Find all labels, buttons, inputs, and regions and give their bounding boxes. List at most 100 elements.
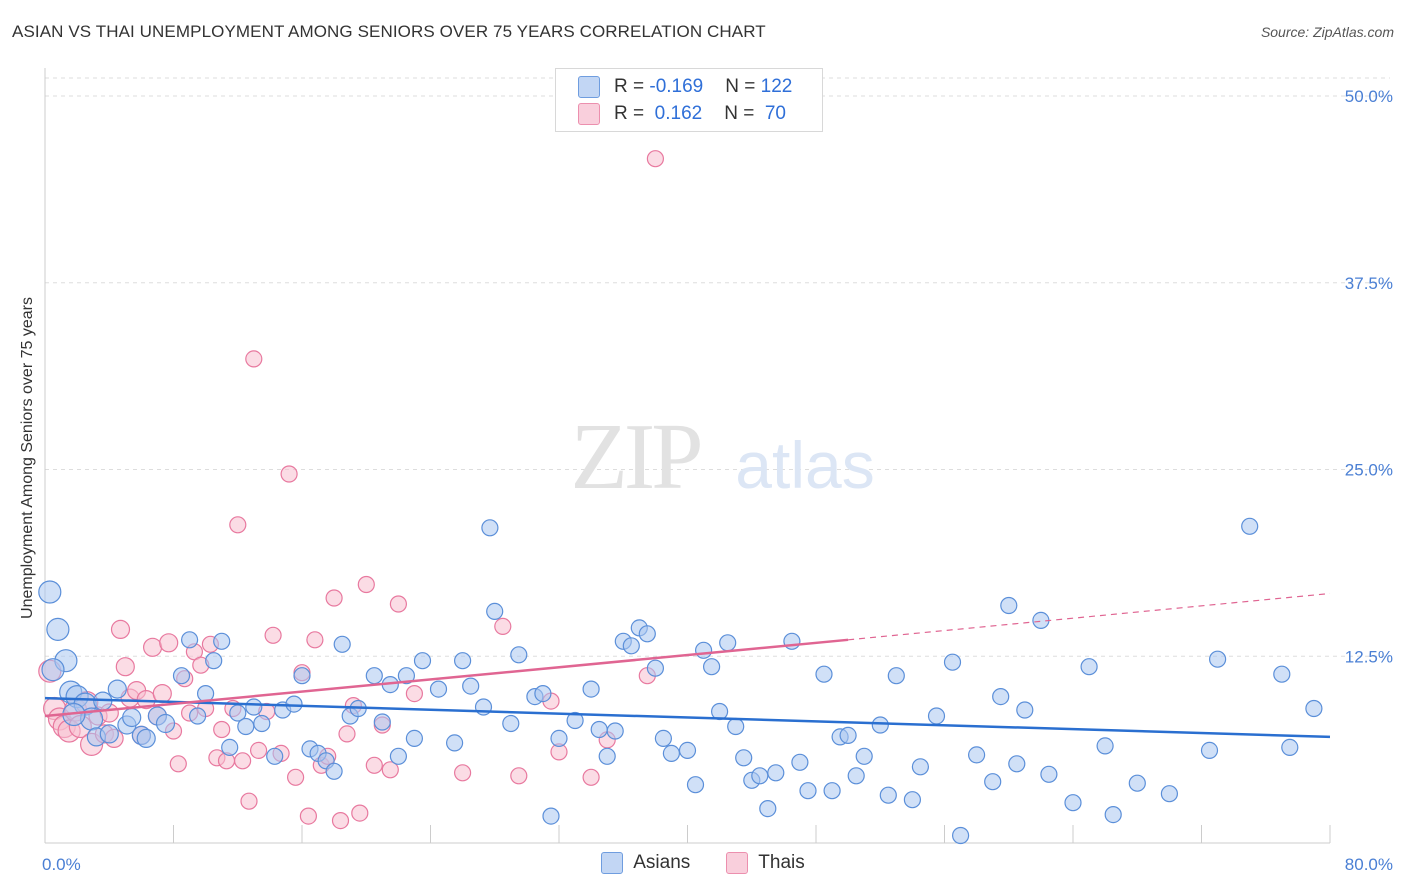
asian-point-52 — [502, 714, 520, 733]
asian-point-88 — [839, 726, 857, 745]
thais-r-label: R = — [614, 103, 650, 124]
asians-n-label: N = — [725, 76, 761, 97]
thai-point-69 — [646, 150, 665, 168]
thai-point-63 — [510, 767, 528, 785]
asians-n-value: 122 — [760, 76, 793, 97]
asian-point-34 — [325, 762, 343, 780]
correlation-legend: R = -0.169 N = 122 R = 0.162 N = 70 — [555, 68, 823, 132]
thai-point-13 — [110, 619, 131, 640]
asian-point-117 — [1305, 699, 1323, 718]
asian-point-93 — [887, 667, 905, 685]
thai-point-51 — [331, 811, 350, 830]
asian-point-39 — [373, 713, 391, 731]
asian-point-116 — [1273, 665, 1291, 683]
thais-n-value: 70 — [759, 103, 786, 124]
asian-series — [38, 517, 1323, 845]
asian-point-83 — [791, 753, 809, 771]
thai-point-19 — [143, 637, 163, 657]
asian-point-75 — [719, 634, 737, 652]
asian-point-107 — [1064, 794, 1082, 812]
asians-legend-swatch — [601, 852, 624, 874]
y-tick-label-2: 25.0% — [1345, 461, 1393, 480]
legend-item-asians[interactable]: Asians — [601, 852, 690, 874]
thais-legend-swatch — [726, 852, 749, 874]
asian-point-97 — [943, 653, 962, 671]
thai-point-61 — [454, 764, 472, 782]
thai-point-36 — [234, 752, 252, 770]
legend-item-thais[interactable]: Thais — [726, 852, 805, 874]
asian-point-77 — [735, 749, 753, 767]
thai-point-66 — [582, 768, 600, 786]
y-tick-label-1: 37.5% — [1345, 274, 1393, 293]
thai-point-59 — [389, 595, 407, 613]
asian-point-70 — [678, 741, 697, 760]
asian-point-56 — [542, 807, 560, 825]
asian-point-119 — [41, 658, 65, 682]
thai-point-14 — [115, 657, 135, 677]
asians-r-value: -0.169 — [649, 76, 704, 97]
x-tick-label-min: 0.0% — [42, 855, 81, 874]
asian-point-95 — [911, 758, 930, 776]
thai-point-60 — [405, 684, 423, 703]
asian-point-90 — [855, 747, 873, 765]
asian-point-35 — [333, 635, 351, 653]
asian-point-64 — [622, 637, 640, 655]
thais-trend-line — [44, 638, 849, 718]
thai-point-37 — [240, 792, 258, 810]
thai-point-56 — [365, 756, 383, 774]
asian-point-86 — [823, 782, 841, 800]
asians-swatch — [578, 76, 600, 98]
asian-point-79 — [751, 767, 769, 785]
asian-point-45 — [429, 680, 448, 698]
legend-row-asians: R = -0.169 N = 122 — [578, 74, 792, 100]
asian-point-59 — [582, 680, 600, 698]
asian-point-72 — [694, 641, 713, 659]
thai-point-62 — [494, 617, 512, 636]
asian-point-71 — [686, 776, 705, 794]
trend-lines — [44, 592, 1331, 739]
thais-legend-label: Thais — [758, 852, 805, 873]
asian-point-58 — [566, 711, 584, 730]
asian-point-41 — [389, 747, 407, 765]
asian-point-85 — [815, 665, 833, 683]
asian-point-112 — [1160, 785, 1179, 803]
thai-point-39 — [250, 741, 268, 760]
thai-point-43 — [280, 465, 298, 483]
thai-point-21 — [152, 683, 172, 704]
asian-point-46 — [446, 734, 464, 752]
asian-point-104 — [1016, 701, 1034, 719]
asian-point-15 — [155, 713, 176, 734]
thai-point-41 — [264, 626, 282, 644]
asian-point-20 — [205, 652, 223, 670]
source-credit: Source: ZipAtlas.com — [1260, 24, 1394, 40]
asian-point-0 — [38, 580, 62, 604]
thai-point-50 — [325, 589, 343, 607]
asians-legend-label: Asians — [633, 852, 691, 873]
asian-point-1 — [46, 617, 70, 642]
asian-point-44 — [413, 652, 432, 670]
asian-point-8 — [99, 724, 119, 744]
asian-point-100 — [984, 773, 1002, 791]
asian-point-108 — [1080, 658, 1098, 676]
thai-point-46 — [299, 807, 317, 825]
asian-point-51 — [486, 602, 504, 621]
asian-point-60 — [590, 720, 608, 739]
legend-row-thais: R = 0.162 N = 70 — [578, 101, 786, 127]
asian-point-114 — [1208, 650, 1227, 668]
asian-point-24 — [237, 717, 255, 736]
asian-point-22 — [221, 738, 239, 757]
thai-point-22 — [159, 633, 179, 653]
thais-r-value: 0.162 — [649, 103, 703, 124]
asian-point-81 — [767, 764, 785, 782]
asian-point-118 — [1281, 738, 1299, 757]
thais-swatch — [578, 103, 600, 125]
thai-point-58 — [381, 761, 399, 779]
asian-point-17 — [181, 631, 199, 649]
asian-point-30 — [293, 667, 311, 685]
thai-point-47 — [306, 631, 324, 649]
asian-point-29 — [285, 695, 303, 713]
asian-point-110 — [1104, 805, 1122, 824]
thais-trend-extension — [848, 592, 1331, 641]
asian-point-42 — [397, 667, 415, 685]
asian-point-89 — [847, 767, 865, 785]
